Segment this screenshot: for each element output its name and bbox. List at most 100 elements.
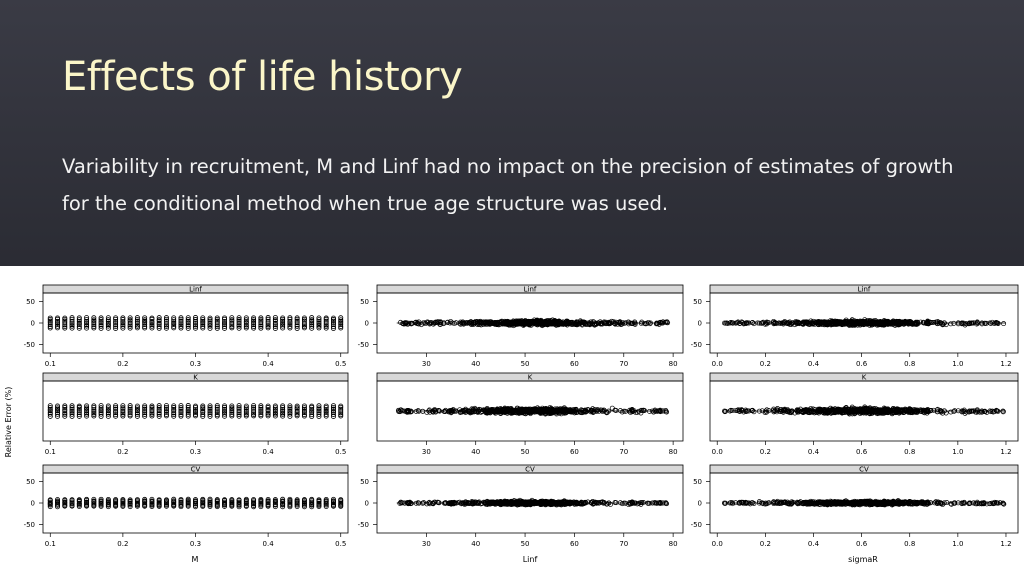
data-point bbox=[258, 318, 264, 324]
data-point bbox=[62, 324, 68, 330]
data-point bbox=[323, 406, 329, 412]
scatter-points bbox=[396, 317, 671, 329]
data-point bbox=[142, 322, 148, 328]
data-point bbox=[316, 403, 322, 409]
data-point bbox=[178, 499, 184, 505]
data-point bbox=[475, 322, 481, 328]
data-point bbox=[156, 317, 162, 323]
data-point bbox=[113, 406, 119, 412]
data-point bbox=[323, 500, 329, 506]
data-point bbox=[98, 320, 104, 326]
data-point bbox=[265, 501, 271, 507]
data-point bbox=[541, 407, 547, 413]
x-tick-label: 80 bbox=[669, 540, 678, 548]
data-point bbox=[214, 325, 220, 331]
data-point bbox=[127, 317, 133, 323]
data-point bbox=[967, 321, 973, 327]
data-point bbox=[893, 409, 899, 415]
data-point bbox=[229, 320, 235, 326]
data-point bbox=[856, 406, 862, 412]
data-point bbox=[977, 409, 983, 415]
data-point bbox=[751, 501, 757, 506]
data-point bbox=[902, 318, 908, 324]
data-point bbox=[214, 497, 220, 503]
x-tick-label: 40 bbox=[471, 448, 480, 456]
data-point bbox=[464, 321, 470, 326]
data-point bbox=[294, 323, 300, 329]
data-point bbox=[580, 409, 586, 415]
data-point bbox=[47, 316, 53, 322]
data-point bbox=[280, 315, 286, 321]
data-point bbox=[113, 315, 119, 321]
data-point bbox=[251, 403, 257, 409]
data-point bbox=[47, 406, 53, 412]
data-point bbox=[265, 322, 271, 328]
data-point bbox=[924, 407, 930, 413]
data-point bbox=[287, 325, 293, 331]
y-tick-label: 50 bbox=[26, 298, 35, 306]
y-tick-label: -50 bbox=[358, 521, 369, 529]
data-point bbox=[562, 321, 568, 326]
x-tick-label: 60 bbox=[570, 448, 579, 456]
y-axis-label: Relative Error (%) bbox=[4, 387, 13, 458]
data-point bbox=[251, 320, 257, 326]
data-point bbox=[258, 323, 264, 329]
y-tick-label: 50 bbox=[693, 298, 702, 306]
data-point bbox=[294, 325, 300, 331]
data-point bbox=[192, 324, 198, 330]
data-point bbox=[134, 403, 140, 409]
data-point bbox=[323, 413, 329, 419]
data-point bbox=[974, 321, 980, 327]
data-point bbox=[466, 409, 472, 415]
data-point bbox=[323, 497, 329, 503]
data-point bbox=[142, 317, 148, 323]
data-point bbox=[486, 501, 492, 507]
data-point bbox=[280, 504, 286, 510]
data-point bbox=[236, 315, 242, 321]
data-point bbox=[258, 403, 264, 409]
data-point bbox=[626, 502, 632, 508]
data-point bbox=[214, 318, 220, 324]
data-point bbox=[84, 325, 90, 331]
data-point bbox=[171, 410, 177, 416]
x-tick-label: 0.4 bbox=[263, 448, 275, 456]
data-point bbox=[294, 322, 300, 328]
data-point bbox=[764, 407, 770, 413]
data-point bbox=[171, 413, 177, 419]
scatter-points bbox=[47, 403, 344, 419]
data-point bbox=[272, 410, 278, 416]
data-point bbox=[163, 413, 169, 419]
data-point bbox=[127, 320, 133, 326]
data-point bbox=[280, 496, 286, 502]
x-tick-label: 40 bbox=[471, 540, 480, 548]
y-tick-label: -50 bbox=[24, 341, 35, 349]
data-point bbox=[200, 323, 206, 329]
data-point bbox=[481, 319, 487, 325]
data-point bbox=[214, 412, 220, 418]
data-point bbox=[338, 408, 344, 414]
data-point bbox=[781, 407, 787, 413]
data-point bbox=[156, 411, 162, 417]
data-point bbox=[426, 499, 432, 505]
data-point bbox=[258, 504, 264, 510]
data-point bbox=[105, 315, 111, 321]
data-point bbox=[433, 319, 439, 325]
x-tick-label: 70 bbox=[619, 360, 628, 368]
data-point bbox=[192, 405, 198, 411]
data-point bbox=[251, 324, 257, 330]
data-point bbox=[47, 320, 53, 326]
data-point bbox=[236, 322, 242, 328]
data-point bbox=[907, 318, 913, 324]
data-point bbox=[236, 320, 242, 326]
data-point bbox=[134, 405, 140, 411]
y-tick-label: -50 bbox=[24, 521, 35, 529]
data-point bbox=[884, 407, 889, 413]
data-point bbox=[185, 325, 191, 331]
data-point bbox=[120, 322, 126, 328]
data-point bbox=[134, 315, 140, 321]
data-point bbox=[265, 413, 271, 419]
data-point bbox=[120, 403, 126, 409]
data-point bbox=[338, 323, 344, 329]
panel-frame bbox=[376, 380, 684, 442]
